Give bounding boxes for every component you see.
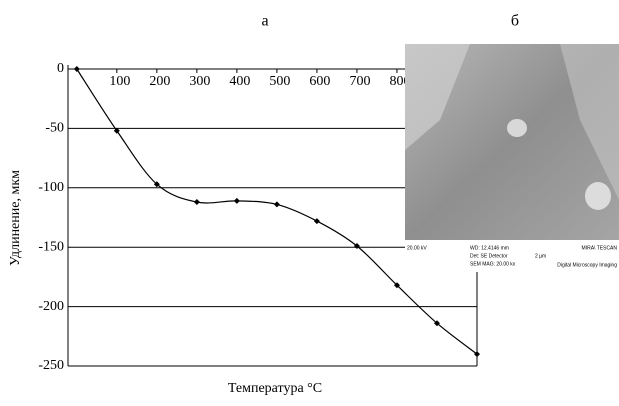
y-axis-title: Удлинение, мкм	[8, 170, 23, 266]
sem-caption: WD: 12.4146 mm	[470, 245, 509, 251]
marker	[273, 201, 280, 208]
marker	[73, 66, 80, 72]
y-tick-label: 0	[57, 61, 64, 76]
y-tick-label: -150	[38, 239, 64, 254]
panel-label: б	[511, 13, 519, 30]
sem-image: 20.00 kV WD: 12.4146 mm MIRA\ TESCAN Det: S…	[405, 44, 619, 272]
sem-info-bar	[405, 240, 619, 272]
sem-caption: 20.00 kV	[407, 245, 427, 251]
marker	[153, 181, 160, 188]
sem-caption: Digital Microscopy Imaging	[557, 262, 617, 268]
sem-texture	[560, 44, 619, 200]
marker	[193, 199, 200, 206]
y-tick-label: -200	[38, 299, 64, 314]
marker	[433, 320, 440, 327]
marker	[393, 282, 400, 289]
marker	[474, 351, 480, 358]
x-tick-label: 600	[309, 74, 330, 89]
marker	[233, 197, 240, 204]
marker	[313, 218, 320, 225]
x-axis-title: Температура °С	[228, 381, 322, 396]
sem-caption: Det: SE Detector	[470, 253, 508, 259]
sem-caption: MIRA\ TESCAN	[582, 245, 618, 251]
x-tick-label: 100	[109, 74, 130, 89]
panel-label: а	[261, 13, 268, 30]
y-tick-label: -100	[38, 180, 64, 195]
x-tick-label: 300	[189, 74, 210, 89]
sem-texture	[405, 44, 470, 150]
y-tick-label: -250	[38, 358, 64, 373]
x-tick-label: 400	[229, 74, 250, 89]
sem-caption: 2 µm	[535, 253, 546, 259]
sem-particle	[585, 182, 611, 210]
marker	[353, 243, 360, 250]
marker	[113, 127, 120, 134]
sem-particle	[507, 119, 527, 137]
y-tick-label: -50	[45, 121, 64, 136]
x-tick-label: 700	[349, 74, 370, 89]
sem-caption: SEM MAG: 20.00 kx	[470, 261, 516, 267]
x-tick-label: 500	[269, 74, 290, 89]
x-tick-label: 200	[149, 74, 170, 89]
plot: 0 -50 -100 -150 -200 -250 100 200 300 400 500 600 70…	[38, 61, 480, 373]
